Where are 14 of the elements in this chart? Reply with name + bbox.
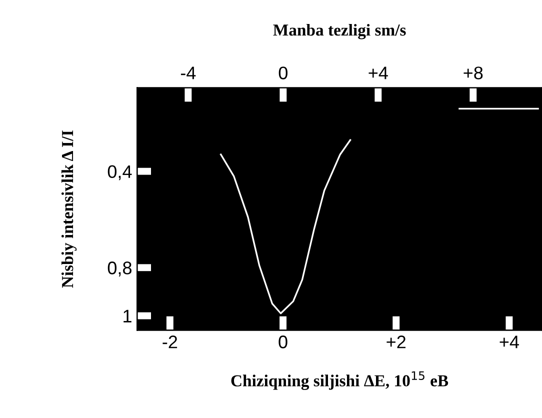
y-axis-title: Nisbiy intensivlik Δ I/I bbox=[61, 130, 77, 288]
x-axis-title: Chiziqning siljishi ΔE, 10$^{15}$ eB bbox=[231, 371, 448, 390]
x2-tick-label: +4 bbox=[368, 66, 388, 80]
x-tick-label: -2 bbox=[162, 336, 178, 348]
x-tick-label: +4 bbox=[500, 336, 519, 348]
y-tick-label: 1 bbox=[124, 310, 132, 322]
x-tick-label: 0 bbox=[278, 336, 288, 348]
x2-tick-label: -4 bbox=[180, 66, 196, 80]
x2-tick-label: +8 bbox=[464, 66, 483, 80]
x-tick-label: +2 bbox=[386, 336, 406, 348]
y-tick-label: 0,4 bbox=[108, 165, 132, 180]
x2-tick-label: 0 bbox=[278, 66, 288, 80]
x2-axis-title: Manba tezligi sm/s bbox=[273, 24, 406, 40]
y-tick-label: 0,8 bbox=[108, 262, 132, 276]
